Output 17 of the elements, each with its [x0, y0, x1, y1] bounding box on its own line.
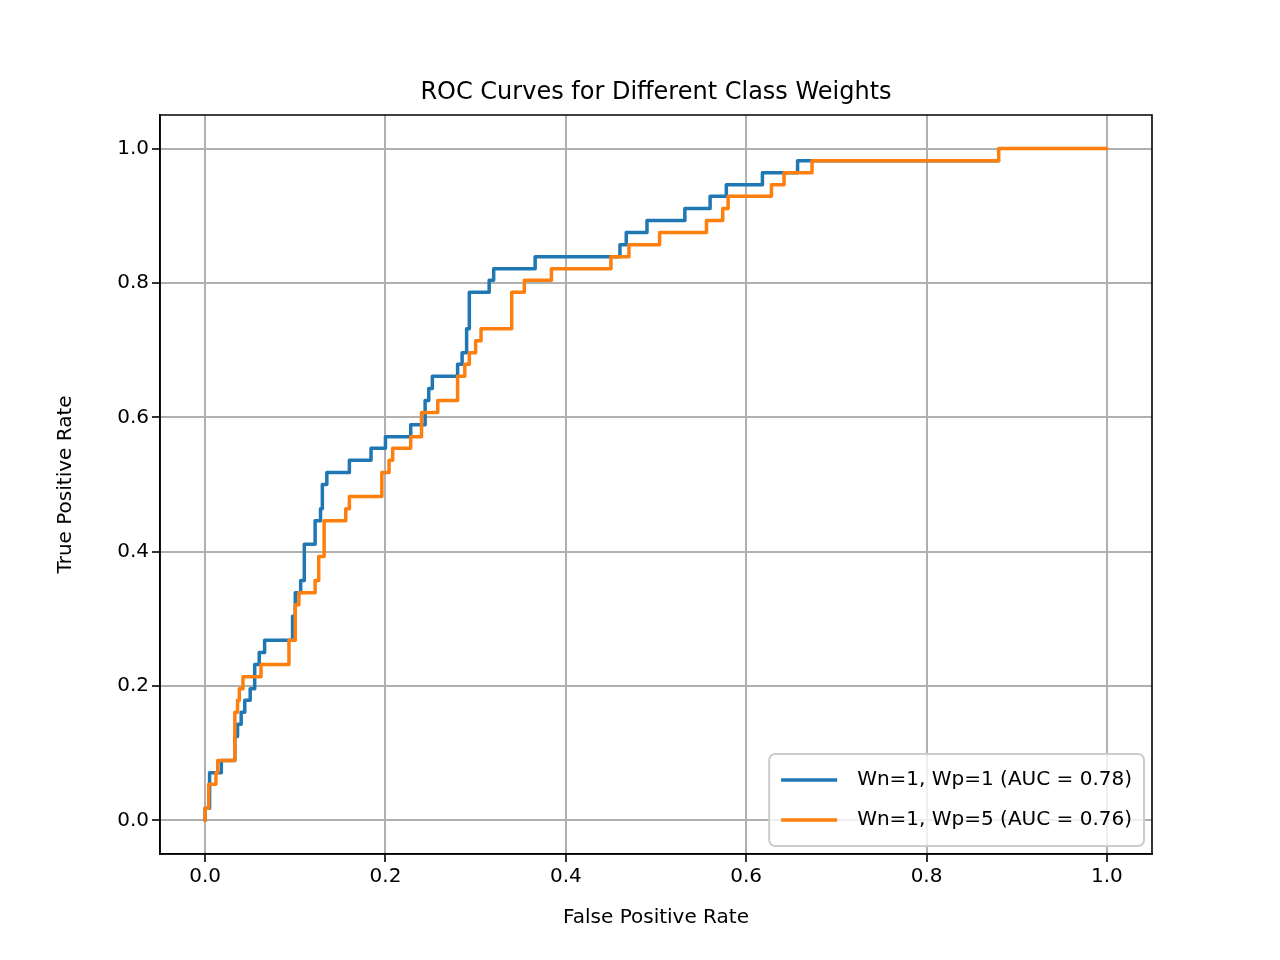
y-tick-label: 0.8 — [117, 269, 149, 294]
y-tick-label: 0.6 — [117, 403, 149, 428]
legend-label: Wn=1, Wp=1 (AUC = 0.78) — [857, 766, 1133, 791]
legend-label: Wn=1, Wp=5 (AUC = 0.76) — [857, 806, 1133, 831]
x-tick-label: 0.4 — [549, 863, 582, 888]
y-axis-title: True Positive Rate — [52, 395, 77, 575]
chart-title: ROC Curves for Different Class Weights — [420, 77, 892, 105]
y-tick-label: 0.4 — [117, 537, 149, 562]
x-tick-label: 1.0 — [1091, 863, 1123, 888]
y-tick-label: 0.0 — [117, 806, 149, 831]
y-tick-label: 0.2 — [117, 672, 149, 697]
x-tick-label: 0.6 — [730, 863, 763, 888]
y-tick-label: 1.0 — [117, 134, 149, 159]
x-axis-title: False Positive Rate — [563, 904, 749, 929]
x-tick-label: 0.0 — [189, 863, 221, 888]
x-tick-label: 0.8 — [910, 863, 943, 888]
x-tick-label: 0.2 — [369, 863, 402, 888]
